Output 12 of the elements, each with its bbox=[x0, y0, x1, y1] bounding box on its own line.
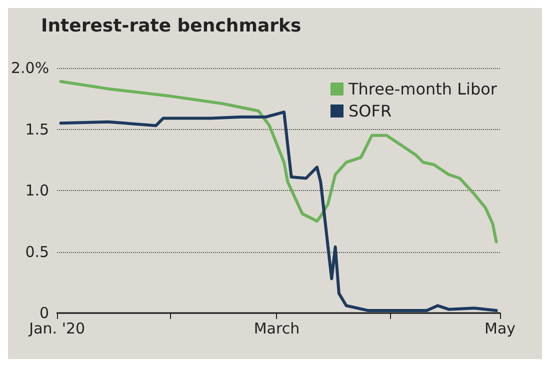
legend-label: Three-month Libor bbox=[348, 80, 498, 98]
line-series bbox=[59, 80, 498, 244]
y-tick-label: 0 bbox=[40, 304, 50, 322]
x-tick-label: May bbox=[484, 320, 516, 338]
legend-label: SOFR bbox=[348, 102, 392, 120]
y-tick-label: 1.0 bbox=[25, 182, 50, 200]
x-tick-label: Jan. '20 bbox=[28, 320, 86, 338]
chart-title: Interest-rate benchmarks bbox=[41, 16, 302, 36]
y-tick-label: 1.5 bbox=[25, 120, 50, 138]
y-tick-label: 2.0% bbox=[11, 59, 50, 77]
x-tick-label: March bbox=[254, 320, 300, 338]
y-tick-label: 0.5 bbox=[25, 242, 50, 261]
